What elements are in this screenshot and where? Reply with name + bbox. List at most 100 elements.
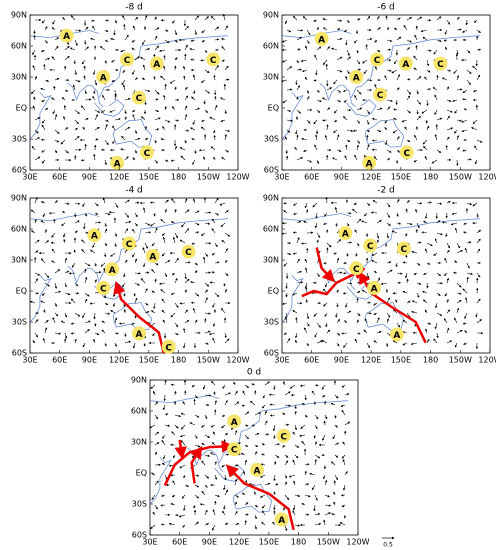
wind-vector xyxy=(174,277,178,284)
wind-vector xyxy=(210,146,216,151)
wind-vector xyxy=(122,69,126,73)
system-label: A xyxy=(100,74,107,84)
wind-vector xyxy=(406,47,410,51)
lon-label: 120W xyxy=(478,356,496,365)
system-label: C xyxy=(367,242,374,252)
system-label: A xyxy=(91,232,98,242)
wind-vector xyxy=(142,64,146,71)
wind-vector xyxy=(476,29,481,33)
wind-vector xyxy=(179,239,186,244)
wind-vector xyxy=(224,65,229,71)
wind-vector xyxy=(110,252,116,257)
wind-vector xyxy=(74,79,81,83)
wind-vector xyxy=(124,126,131,131)
wind-vector xyxy=(34,156,41,161)
wind-vector xyxy=(154,35,158,41)
wind-vector xyxy=(139,56,146,61)
lon-label: 150W xyxy=(449,173,472,182)
wind-vector xyxy=(376,129,382,133)
lon-label: 120E xyxy=(109,356,129,365)
wind-vector xyxy=(32,64,36,71)
wind-vector xyxy=(296,270,302,274)
wind-vector xyxy=(446,136,450,141)
lat-label: 30S xyxy=(264,318,279,327)
wind-vector xyxy=(33,29,36,35)
wind-vector xyxy=(224,232,231,237)
wind-vector xyxy=(286,252,292,256)
wind-vector xyxy=(466,69,472,74)
wind-vector xyxy=(63,116,66,121)
system-label: A xyxy=(353,74,360,84)
wind-vector xyxy=(92,25,96,31)
wind-vector xyxy=(466,79,471,85)
wind-vector xyxy=(134,222,138,227)
wind-vector xyxy=(54,129,60,134)
system-label: A xyxy=(63,32,70,42)
wind-vector xyxy=(303,220,308,224)
wind-vector xyxy=(316,89,320,93)
wind-vector xyxy=(414,34,418,41)
wind-vector xyxy=(444,29,448,35)
wind-vector xyxy=(103,267,106,274)
system-label: C xyxy=(100,284,107,294)
coastline xyxy=(346,99,377,117)
wind-vector xyxy=(203,99,206,105)
wind-vector xyxy=(286,88,293,91)
wind-vector xyxy=(80,105,86,111)
wind-vector xyxy=(82,342,86,348)
wind-vector xyxy=(184,319,190,324)
wind-vector xyxy=(434,94,438,101)
wind-vector xyxy=(190,39,196,42)
wind-vector xyxy=(171,198,176,204)
wind-vector xyxy=(54,114,58,121)
wind-vector xyxy=(81,59,86,65)
wind-vector xyxy=(124,340,132,344)
wind-vector xyxy=(163,65,166,71)
wind-vector xyxy=(153,212,156,217)
wind-vector xyxy=(326,87,333,91)
wind-vector xyxy=(224,210,229,214)
wind-vector xyxy=(314,144,318,151)
wind-vector xyxy=(94,114,98,121)
wind-vector xyxy=(366,129,370,133)
wind-vector xyxy=(344,155,348,161)
wind-vector xyxy=(150,310,156,314)
wind-vector xyxy=(52,109,56,115)
wind-vector xyxy=(213,129,216,134)
wind-vector xyxy=(132,69,136,75)
wind-vector xyxy=(224,129,231,132)
wind-vector xyxy=(346,56,351,61)
wind-vector xyxy=(154,45,159,51)
wind-vector xyxy=(212,302,216,308)
wind-vector xyxy=(204,109,209,113)
wind-vector xyxy=(54,302,57,307)
wind-vector xyxy=(101,329,106,334)
wind-vector xyxy=(393,59,398,65)
wind-vector xyxy=(71,262,76,268)
wind-vector xyxy=(61,222,66,226)
wind-vector xyxy=(134,282,140,286)
wind-vector xyxy=(334,206,338,214)
wind-vector xyxy=(316,322,321,328)
wind-vector xyxy=(44,327,48,334)
wind-vector xyxy=(174,145,177,151)
system-label: C xyxy=(136,94,143,104)
wind-vector xyxy=(132,228,136,234)
wind-vector xyxy=(68,272,76,275)
lon-label: 150E xyxy=(259,538,279,547)
wind-vector xyxy=(224,133,227,141)
wind-vector xyxy=(134,149,137,154)
coastline xyxy=(319,82,356,108)
wind-vector xyxy=(83,222,86,230)
wind-vector xyxy=(179,147,186,151)
wind-vector xyxy=(222,13,226,21)
wind-vector xyxy=(134,16,139,21)
wind-vector xyxy=(194,149,197,154)
wind-vector xyxy=(306,159,313,163)
wind-vector xyxy=(404,126,408,131)
coastline xyxy=(364,301,405,331)
wind-vector xyxy=(32,105,36,111)
lat-label: 60S xyxy=(12,166,27,175)
wind-vector xyxy=(82,126,86,131)
